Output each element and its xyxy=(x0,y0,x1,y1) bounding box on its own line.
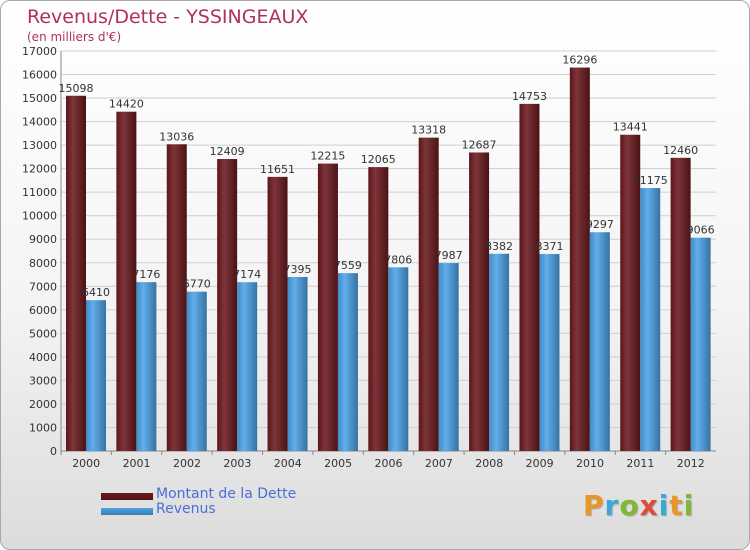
x-tick-label: 2003 xyxy=(223,457,251,470)
data-label: 8382 xyxy=(485,240,513,253)
bar-dette xyxy=(620,134,641,451)
y-tick-label: 10000 xyxy=(22,210,57,223)
y-tick-label: 7000 xyxy=(29,280,57,293)
data-label: 7174 xyxy=(233,268,261,281)
data-label: 13441 xyxy=(613,121,648,134)
bar-dette xyxy=(317,163,338,451)
bar-revenus xyxy=(589,232,610,451)
y-tick-label: 12000 xyxy=(22,163,57,176)
bar-revenus xyxy=(640,188,661,451)
x-tick-label: 2008 xyxy=(475,457,503,470)
data-label: 12065 xyxy=(361,153,396,166)
data-label: 7987 xyxy=(435,249,463,262)
bar-dette xyxy=(267,176,288,451)
chart-subtitle: (en milliers d'€) xyxy=(27,30,122,44)
x-tick-label: 2011 xyxy=(626,457,654,470)
data-label: 7559 xyxy=(334,259,362,272)
data-label: 9066 xyxy=(687,224,715,237)
data-label: 16296 xyxy=(562,54,597,67)
data-label: 15098 xyxy=(59,82,94,95)
y-tick-label: 4000 xyxy=(29,351,57,364)
x-tick-label: 2006 xyxy=(375,457,403,470)
x-tick-label: 2007 xyxy=(425,457,453,470)
legend-swatch-dette xyxy=(101,493,153,500)
bar-dette xyxy=(469,152,490,451)
y-tick-label: 17000 xyxy=(22,45,57,58)
y-tick-label: 0 xyxy=(50,445,57,458)
logo-letter: r xyxy=(604,489,620,522)
x-tick-label: 2001 xyxy=(123,457,151,470)
data-label: 13036 xyxy=(159,130,194,143)
x-tick-label: 2012 xyxy=(677,457,705,470)
data-label: 14753 xyxy=(512,90,547,103)
bar-revenus xyxy=(287,277,308,451)
bar-revenus xyxy=(86,300,106,451)
bar-dette xyxy=(569,67,590,452)
data-label: 11175 xyxy=(633,174,668,187)
proxiti-logo: Proxiti xyxy=(583,489,694,522)
data-label: 9297 xyxy=(586,218,614,231)
data-label: 11651 xyxy=(260,163,295,176)
y-tick-label: 15000 xyxy=(22,92,57,105)
bar-revenus xyxy=(690,237,711,451)
chart-title: Revenus/Dette - YSSINGEAUX xyxy=(27,6,309,28)
bar-dette xyxy=(166,144,187,452)
y-tick-label: 13000 xyxy=(22,139,57,152)
bar-revenus xyxy=(539,254,560,451)
y-tick-label: 6000 xyxy=(29,304,57,317)
data-label: 12460 xyxy=(663,144,698,157)
y-tick-label: 1000 xyxy=(29,421,57,434)
y-tick-label: 2000 xyxy=(29,398,57,411)
y-tick-label: 14000 xyxy=(22,116,57,129)
bar-revenus xyxy=(337,273,358,451)
x-tick-label: 2002 xyxy=(173,457,201,470)
data-label: 12215 xyxy=(310,150,345,163)
data-label: 7806 xyxy=(384,253,412,266)
bar-revenus xyxy=(388,267,409,451)
data-label: 12687 xyxy=(462,138,497,151)
bar-dette xyxy=(418,137,439,451)
y-tick-label: 16000 xyxy=(22,69,57,82)
bar-dette xyxy=(217,159,238,451)
y-tick-label: 3000 xyxy=(29,374,57,387)
data-label: 12409 xyxy=(210,145,245,158)
bar-revenus xyxy=(489,253,510,451)
bar-dette xyxy=(66,95,86,452)
bar-dette xyxy=(519,103,540,451)
legend-label-revenus: Revenus xyxy=(156,501,216,517)
data-label: 7395 xyxy=(284,263,312,276)
logo-letter: P xyxy=(583,489,605,522)
bar-dette xyxy=(368,167,389,451)
legend-label-dette: Montant de la Dette xyxy=(156,486,297,502)
logo-letter: i xyxy=(658,489,670,522)
data-label: 14420 xyxy=(109,98,144,111)
logo-letter: o xyxy=(619,489,640,522)
data-label: 8371 xyxy=(535,240,563,253)
y-tick-label: 9000 xyxy=(29,233,57,246)
data-label: 6410 xyxy=(82,286,110,299)
logo-letter: t xyxy=(669,489,684,522)
x-tick-label: 2010 xyxy=(576,457,604,470)
data-label: 13318 xyxy=(411,124,446,137)
x-tick-label: 2000 xyxy=(72,457,100,470)
bar-revenus xyxy=(136,282,157,451)
bar-revenus xyxy=(186,291,207,451)
bar-dette xyxy=(116,111,137,452)
bar-revenus xyxy=(237,282,258,451)
bar-revenus xyxy=(438,263,459,451)
bar-dette xyxy=(670,157,691,451)
data-label: 7176 xyxy=(132,268,160,281)
x-tick-label: 2009 xyxy=(526,457,554,470)
y-tick-label: 5000 xyxy=(29,327,57,340)
x-tick-label: 2005 xyxy=(324,457,352,470)
data-label: 6770 xyxy=(183,278,211,291)
y-tick-label: 11000 xyxy=(22,186,57,199)
logo-letter: x xyxy=(639,489,659,522)
logo-letter: i xyxy=(683,489,695,522)
y-tick-label: 8000 xyxy=(29,257,57,270)
x-tick-label: 2004 xyxy=(274,457,302,470)
legend-swatch-revenus xyxy=(101,508,153,515)
